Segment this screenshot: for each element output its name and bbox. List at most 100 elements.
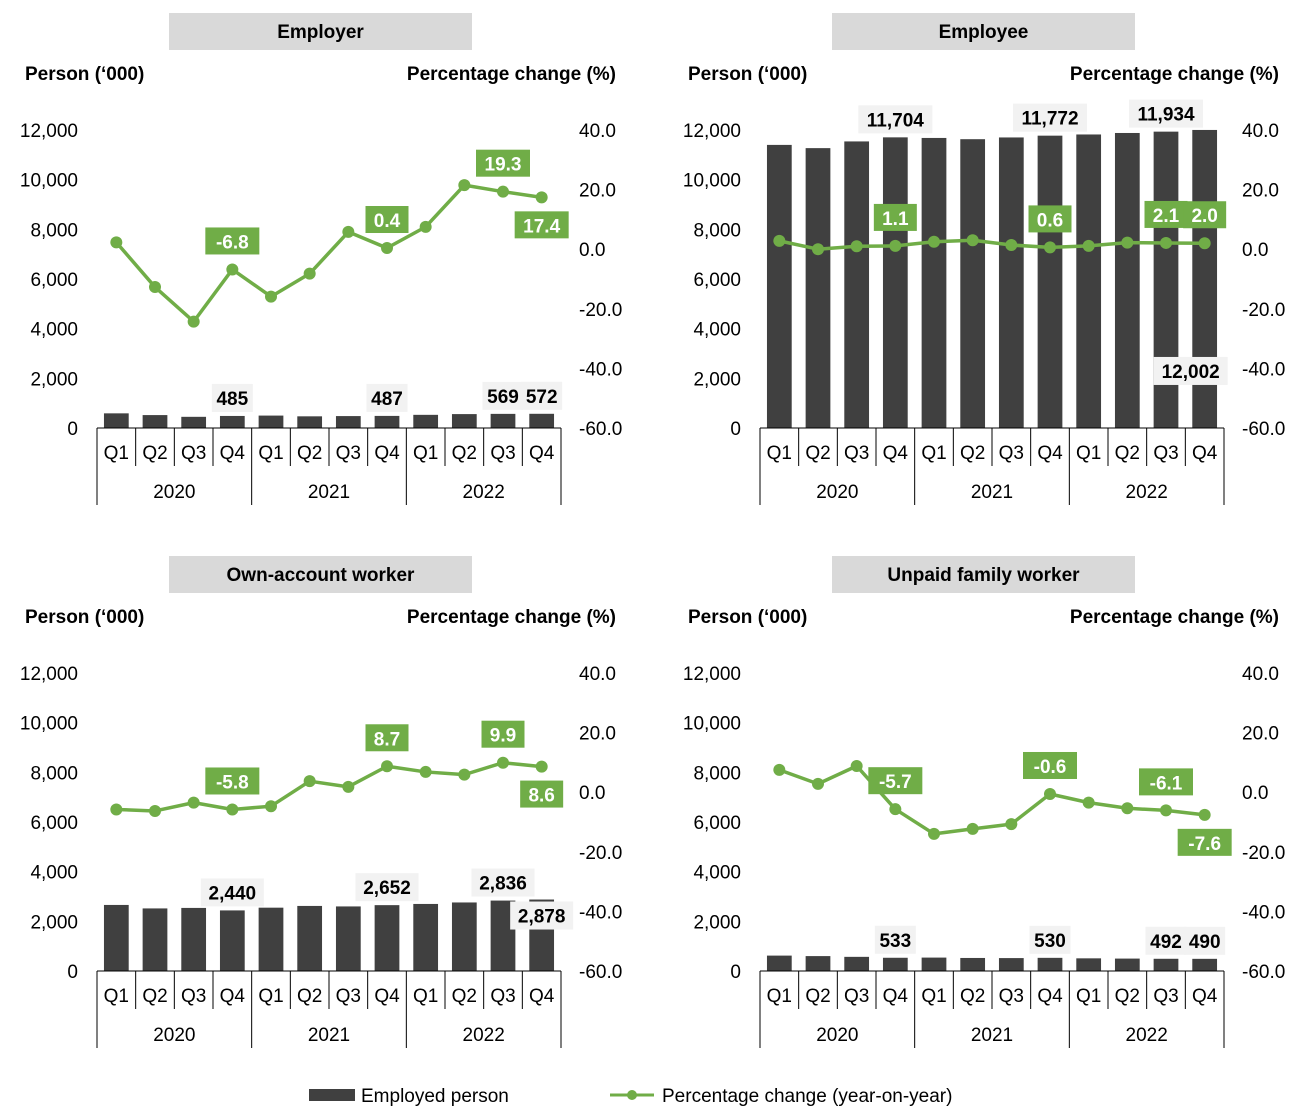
bar-data-label: 2,878 [518,907,566,928]
y-tick-label: 10,000 [683,171,741,192]
y-tick-label: 2,000 [693,369,741,390]
y-axis-title: Person (‘000) [688,607,807,628]
x-tick-label: Q2 [1115,443,1140,464]
legend-bar-label: Employed person [361,1086,509,1106]
bar-q1-2021 [258,415,284,428]
bar-q1-2020 [103,413,129,428]
line-point [187,315,200,328]
x-tick-label: Q1 [258,986,283,1007]
y-tick-label: 10,000 [20,171,78,192]
line-point [149,281,161,294]
y2-tick-label: -20.0 [579,843,622,864]
x-tick-label: Q1 [104,443,129,464]
x-tick-label: Q4 [1037,986,1063,1007]
x-tick-label: Q4 [883,443,909,464]
bar-q4-2020 [882,957,908,971]
x-tick-label: Q3 [1153,443,1178,464]
line-point [889,803,902,816]
x-tick-label: Q4 [1192,986,1218,1007]
line-data-label: 2.0 [1191,206,1217,227]
y2-tick-label: 20.0 [1242,181,1279,202]
y-tick-label: 4,000 [693,320,741,341]
y2-axis-title: Percentage change (%) [407,607,616,628]
y-tick-label: 10,000 [683,714,741,735]
line-label-box [205,767,260,795]
y-tick-label: 0 [730,962,741,983]
chart-title-box [832,556,1135,593]
line-point [928,827,940,840]
percentage-change-line [778,238,1205,251]
x-tick-label: Q1 [1076,986,1101,1007]
y2-tick-label: 0.0 [1242,783,1268,804]
line-point [850,759,863,772]
bar-q4-2020 [219,910,245,971]
line-point [773,763,786,776]
year-label: 2020 [153,482,195,503]
line-label-box [365,724,409,752]
bar-data-label: 530 [1034,931,1066,952]
bar-data-label: 490 [1189,932,1221,953]
x-tick-label: Q1 [258,443,283,464]
y2-tick-label: -60.0 [1242,419,1285,440]
chart-title-box [169,556,472,593]
x-tick-label: Q3 [1153,986,1178,1007]
x-tick-label: Q2 [960,443,985,464]
year-label: 2020 [816,482,858,503]
x-tick-label: Q4 [220,443,246,464]
bar-q2-2021 [297,905,323,971]
x-tick-label: Q2 [1115,986,1140,1007]
y-tick-label: 6,000 [30,813,78,834]
bar-data-label: 12,002 [1162,362,1220,383]
bar-q1-2022 [413,414,439,428]
line-data-label: 8.6 [528,786,554,807]
x-tick-label: Q3 [336,986,361,1007]
y-tick-label: 4,000 [30,863,78,884]
line-label-box [868,767,923,795]
x-tick-label: Q4 [220,986,246,1007]
x-tick-label: Q3 [490,986,515,1007]
line-point [1044,787,1056,800]
x-tick-label: Q4 [1192,443,1218,464]
line-point [1121,802,1134,815]
y2-tick-label: 40.0 [1242,121,1279,142]
line-point [497,756,509,769]
y-tick-label: 12,000 [683,121,741,142]
chart-title-box [169,13,472,50]
line-data-label: 0.6 [1037,210,1063,231]
bar-q4-2021 [1037,957,1063,971]
bar-label-box [1013,103,1087,132]
line-data-label: 9.9 [490,726,516,747]
line-point [265,800,277,813]
bar-q2-2020 [142,415,168,428]
line-data-label: 8.7 [374,729,400,750]
x-tick-label: Q2 [142,986,167,1007]
bar-q3-2021 [998,137,1024,428]
y-tick-label: 0 [67,962,78,983]
x-tick-label: Q2 [452,443,477,464]
x-tick-label: Q1 [921,443,946,464]
bar-q2-2020 [805,956,831,971]
y2-tick-label: -20.0 [1242,300,1285,321]
y-axis-title: Person (‘000) [25,64,144,85]
year-label: 2021 [971,482,1013,503]
y-tick-label: 8,000 [693,220,741,241]
bar-q4-2020 [219,415,245,428]
y-tick-label: 4,000 [693,863,741,884]
y2-tick-label: -60.0 [579,962,622,983]
bar-q2-2020 [805,148,831,428]
bar-q3-2020 [181,416,207,428]
line-label-box [1139,768,1193,796]
chart-title: Own-account worker [227,565,416,586]
x-tick-label: Q2 [297,986,322,1007]
line-point [966,822,979,835]
line-data-label: -5.7 [879,772,912,793]
x-tick-label: Q1 [413,986,438,1007]
year-label: 2022 [1126,482,1168,503]
bar-data-label: 2,652 [363,878,411,899]
y2-tick-label: 20.0 [579,181,616,202]
y-tick-label: 12,000 [683,664,741,685]
bar-q2-2021 [960,139,986,428]
bar-label-box [355,873,419,902]
x-tick-label: Q4 [1037,443,1063,464]
x-tick-label: Q4 [374,443,400,464]
